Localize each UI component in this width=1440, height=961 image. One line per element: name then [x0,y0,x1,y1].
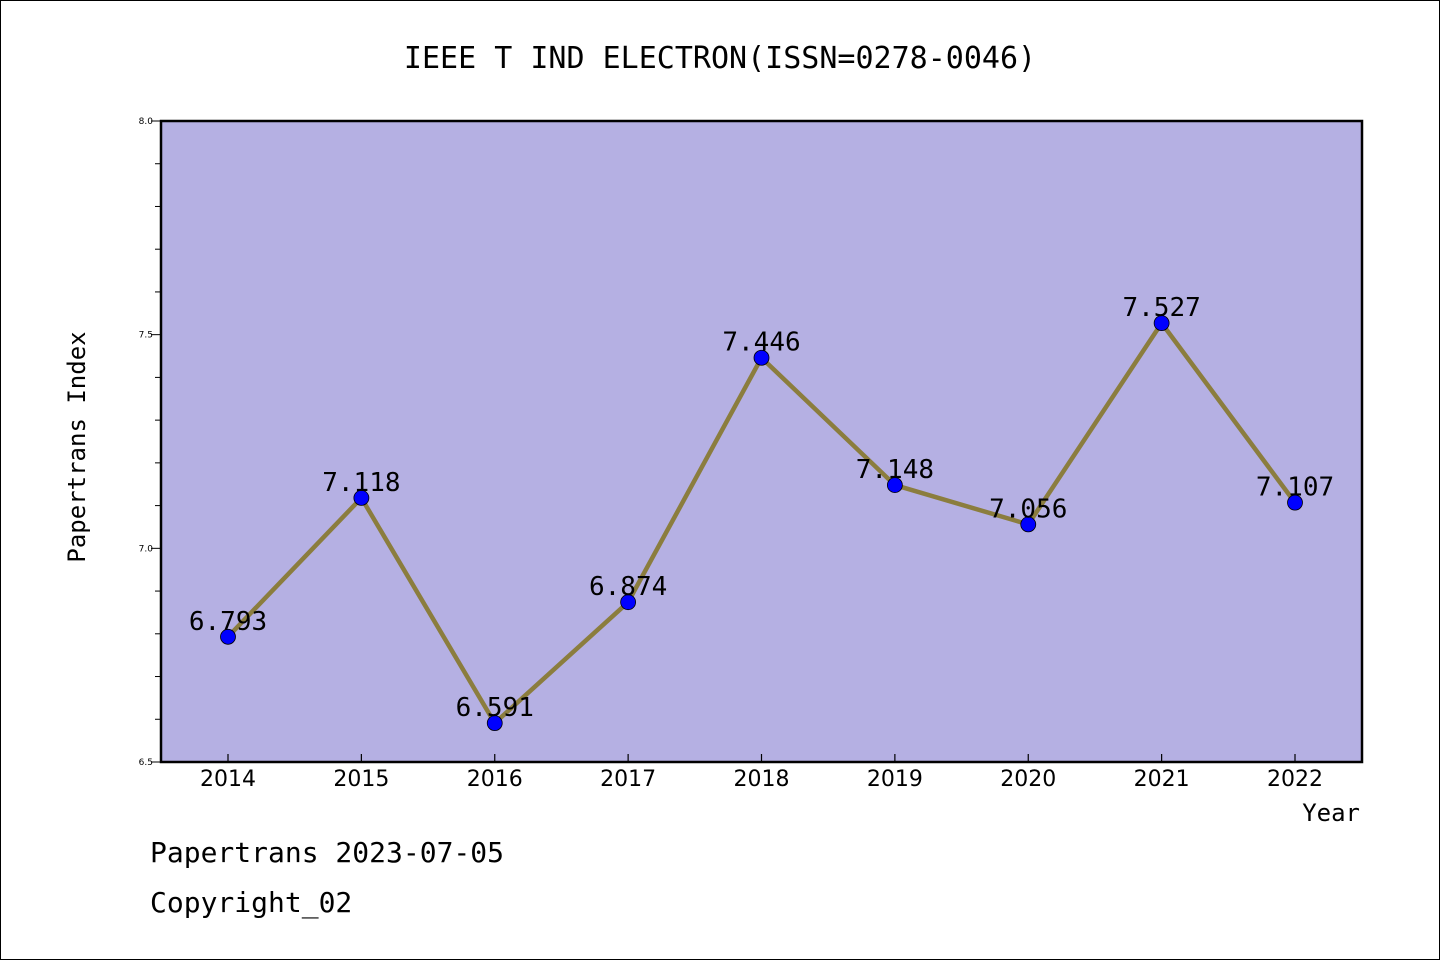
footer-copyright: Copyright_02 [150,886,353,919]
data-point [886,477,903,493]
y-tick-label: 6.5 [139,758,153,768]
data-label: 7.118 [322,468,400,498]
data-point [353,490,370,506]
footer-date: Papertrans 2023-07-05 [150,836,505,869]
x-tick-label: 2019 [867,767,923,792]
data-point [1287,494,1303,511]
data-label: 7.446 [722,328,800,358]
x-axis: 2014 2015 2016 2017 2018 2019 2020 2021 2022 [200,754,1323,792]
x-tick-label: 2022 [1267,767,1323,792]
plot-area [159,119,1364,764]
y-tick-label: 7.5 [139,331,153,341]
data-point [1153,315,1170,332]
data-labels: 6.793 7.118 6.591 6.874 7.446 7.148 7.056 7.527… [189,293,1334,723]
data-label: 6.591 [456,693,534,723]
x-tick-label: 2014 [200,767,256,792]
data-point [1020,516,1037,533]
data-label: 7.148 [856,455,934,485]
data-label: 7.056 [989,494,1067,524]
x-tick-label: 2021 [1134,767,1190,792]
x-tick-label: 2017 [600,767,656,792]
chart-title: IEEE T IND ELECTRON(ISSN=0278-0046) [404,41,1036,76]
data-point [486,715,503,732]
y-tick-label: 8.0 [139,117,154,127]
x-tick-label: 2020 [1000,767,1056,792]
data-label: 7.527 [1122,293,1200,323]
data-label: 7.107 [1256,473,1334,503]
data-point [220,628,236,645]
data-label: 6.874 [589,572,667,602]
y-axis-title: Papertrans Index [63,331,91,562]
data-point [620,594,637,611]
y-axis: 6.5 7.0 7.5 8.0 [139,117,161,768]
data-label: 6.793 [189,607,267,637]
data-markers [220,315,1303,732]
data-point [753,349,770,366]
y-tick-label: 7.0 [139,544,154,554]
x-axis-title: Year [1302,799,1360,827]
x-tick-label: 2018 [734,767,790,792]
x-tick-label: 2015 [333,767,389,792]
x-tick-label: 2016 [467,767,523,792]
